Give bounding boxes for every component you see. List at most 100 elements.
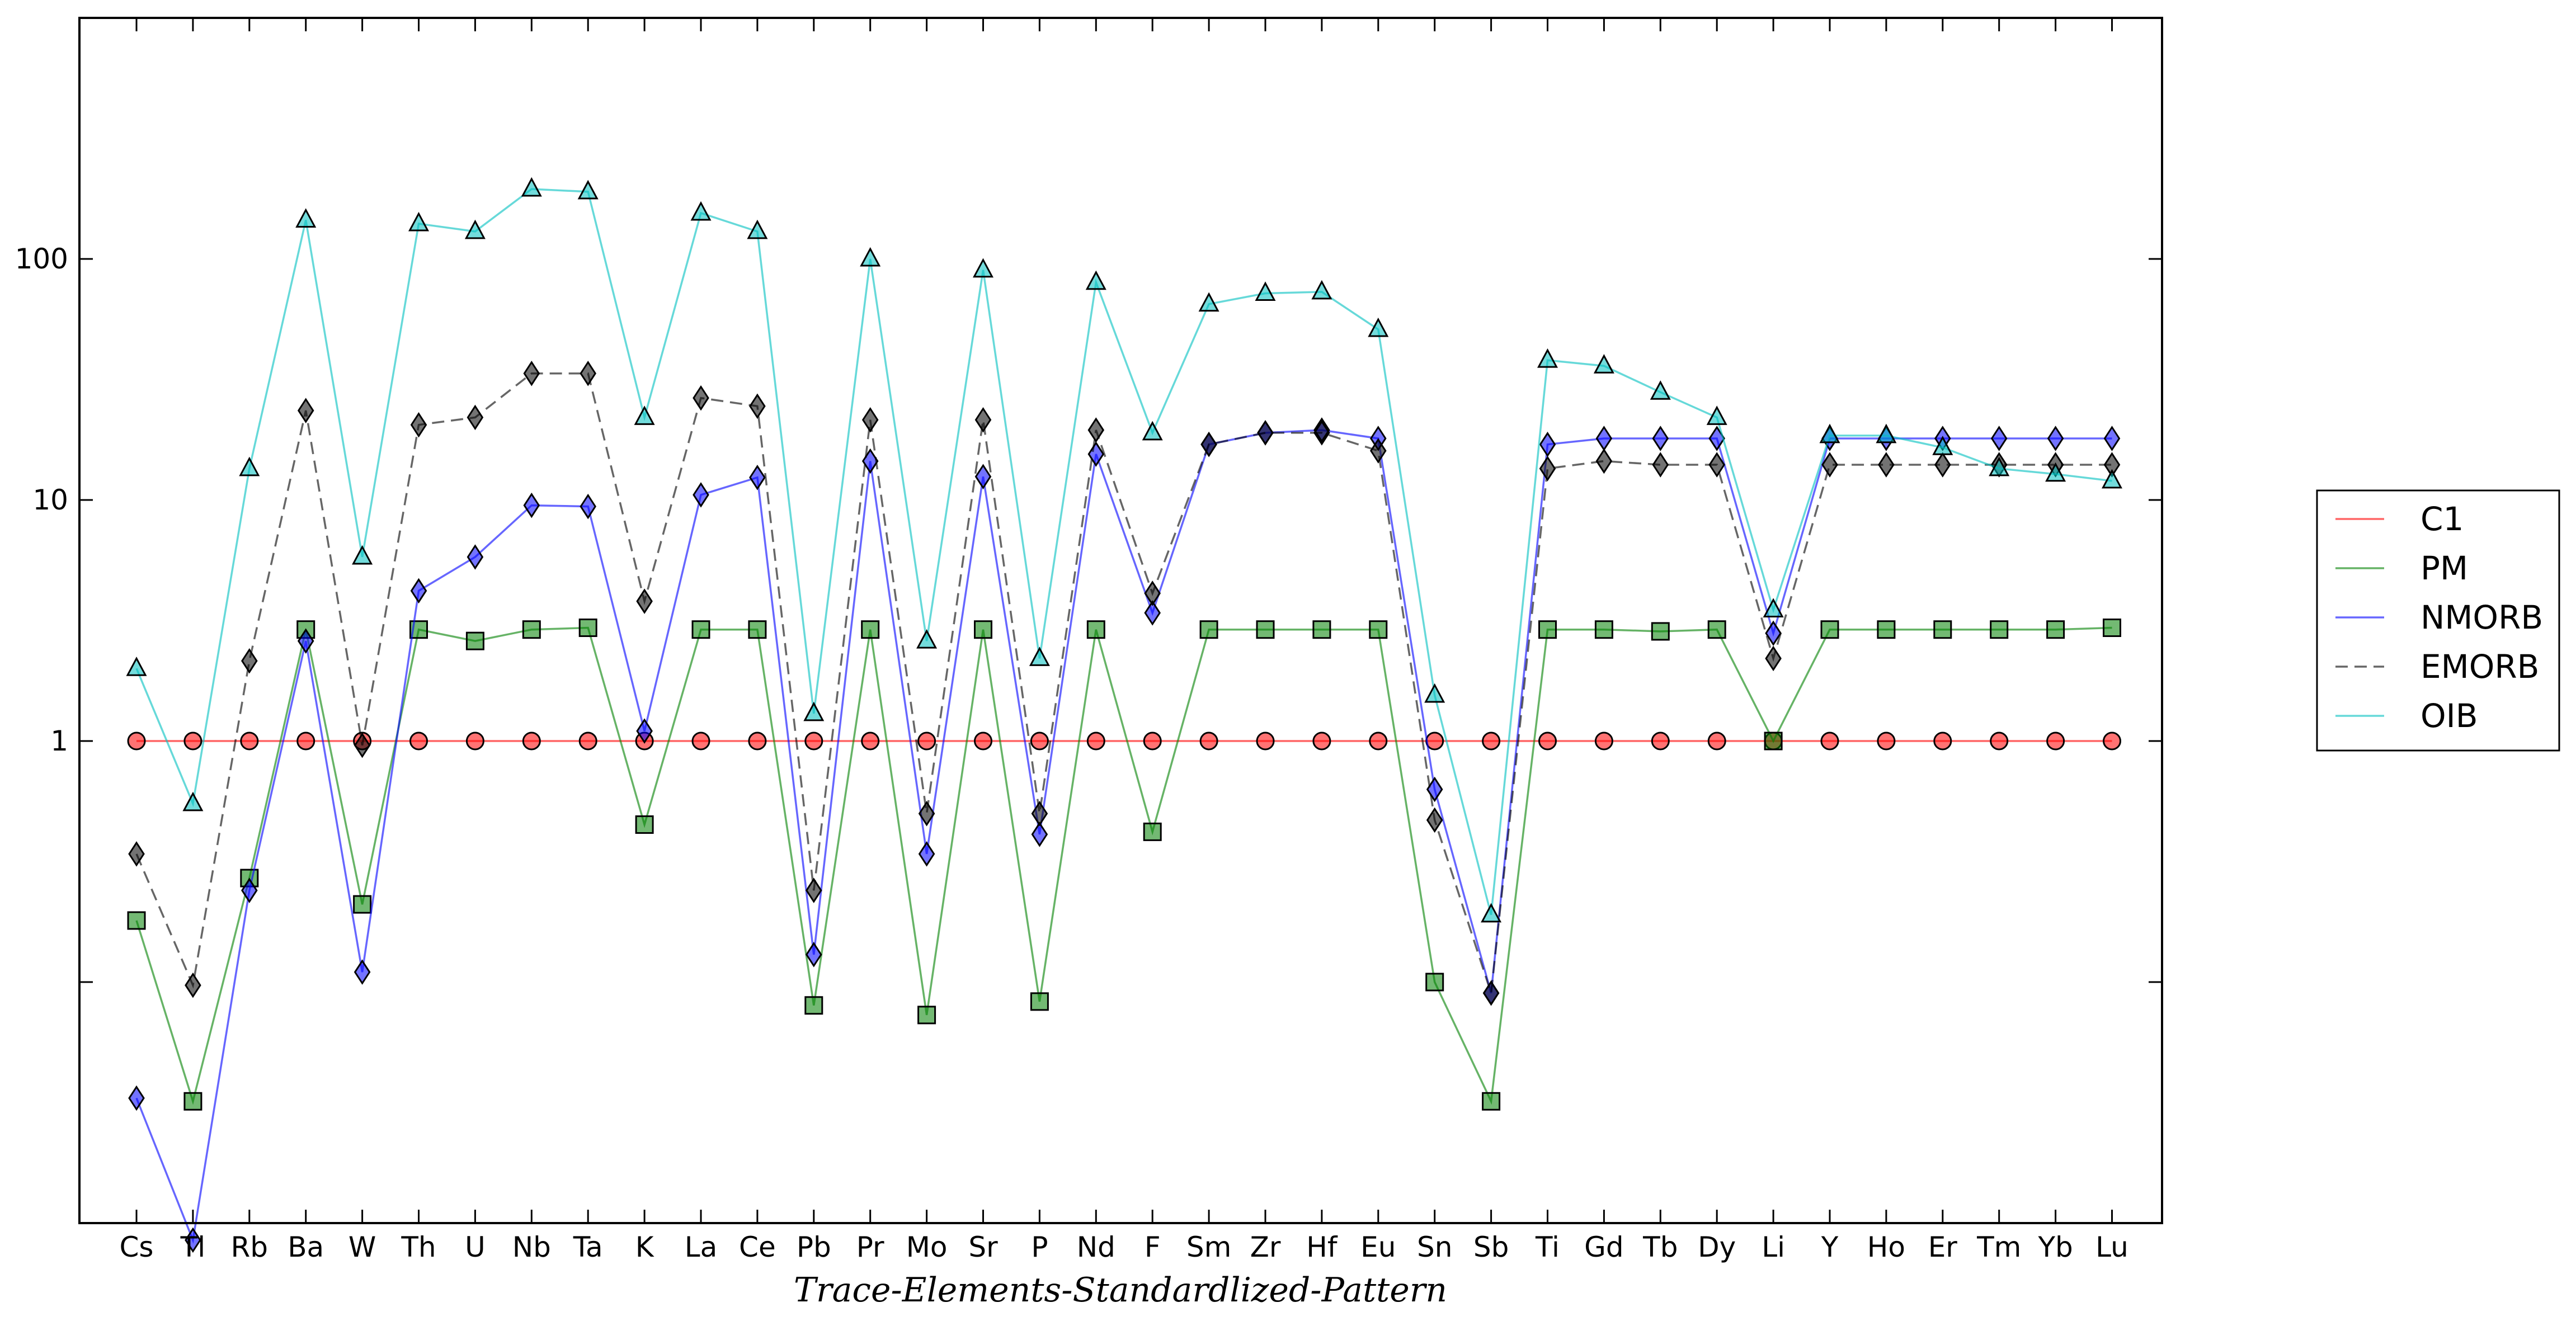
x-tick-label-tm: Tm [1976, 1231, 2021, 1263]
data-point-pm-tb [1651, 622, 1670, 641]
data-point-emorb-k [636, 588, 653, 614]
data-point-emorb-ti [1539, 456, 1556, 482]
data-point-emorb-ba [297, 398, 314, 423]
data-point-pm-pr [861, 620, 880, 639]
x-tick-label-er: Er [1928, 1231, 1958, 1263]
data-point-c1-nd [1086, 732, 1105, 751]
x-tick-label-hf: Hf [1306, 1231, 1338, 1263]
data-point-oib-p [1029, 647, 1050, 666]
data-point-c1-f [1143, 732, 1162, 751]
data-point-oib-ba [295, 208, 317, 228]
data-point-nmorb-pb [806, 942, 822, 968]
series-line-nmorb [135, 429, 2112, 1244]
data-point-pm-sn [1425, 973, 1444, 992]
data-point-c1-nb [522, 732, 541, 751]
data-point-nmorb-tm [1990, 426, 2008, 451]
data-point-oib-hf [1311, 280, 1332, 300]
data-point-emorb-sb [1482, 980, 1500, 1006]
data-point-emorb-pr [861, 407, 879, 433]
data-point-pm-p [1030, 992, 1049, 1011]
data-point-pm-sr [974, 620, 992, 639]
data-point-pm-sb [1482, 1092, 1501, 1111]
data-point-pm-tl [183, 1092, 202, 1111]
data-point-emorb-dy [1708, 452, 1725, 478]
data-point-oib-cs [126, 657, 147, 676]
data-point-emorb-f [1144, 581, 1161, 606]
data-point-pm-nb [522, 620, 541, 639]
data-point-c1-cs [127, 732, 146, 751]
data-point-oib-ho [1876, 423, 1897, 443]
data-point-oib-pr [860, 247, 881, 267]
data-point-nmorb-tb [1652, 426, 1669, 451]
x-tick-label-p: P [1031, 1231, 1048, 1263]
data-point-emorb-nb [523, 360, 540, 386]
data-point-emorb-tl [185, 972, 201, 998]
data-point-emorb-hf [1313, 420, 1330, 446]
data-point-emorb-er [1934, 452, 1951, 478]
legend-label-oib: OIB [2420, 697, 2478, 735]
data-point-pm-ta [578, 619, 597, 638]
data-point-pm-dy [1707, 620, 1726, 639]
data-point-oib-la [690, 201, 712, 221]
data-point-c1-tl [183, 732, 202, 751]
data-point-emorb-ho [1878, 452, 1895, 478]
data-point-oib-li [1763, 598, 1784, 618]
data-point-nmorb-k [636, 718, 653, 744]
series-oib [126, 177, 2122, 923]
data-point-nmorb-mo [918, 841, 935, 867]
data-point-oib-eu [1368, 317, 1389, 337]
data-point-emorb-th [410, 412, 427, 438]
data-point-pm-w [353, 895, 372, 914]
x-tick-label-la: La [685, 1231, 718, 1263]
data-point-nmorb-nb [523, 492, 540, 518]
data-point-pm-zr [1256, 620, 1275, 639]
data-point-oib-tl [182, 791, 204, 811]
data-point-oib-u [464, 219, 486, 239]
data-point-emorb-eu [1370, 438, 1387, 464]
data-point-c1-pb [804, 732, 823, 751]
data-point-emorb-zr [1257, 420, 1274, 446]
data-point-oib-zr [1255, 281, 1276, 301]
legend-label-pm: PM [2420, 549, 2468, 587]
data-point-c1-ba [296, 732, 315, 751]
y-tick-label-10: 10 [32, 484, 68, 516]
data-point-c1-mo [917, 732, 936, 751]
data-point-c1-th [409, 732, 428, 751]
data-point-emorb-sn [1426, 807, 1443, 833]
data-point-oib-sm [1198, 292, 1219, 312]
data-point-c1-yb [2046, 732, 2065, 751]
data-point-oib-th [408, 211, 429, 232]
data-point-nmorb-tl [185, 1227, 201, 1253]
data-point-c1-ti [1538, 732, 1557, 751]
x-tick-label-dy: Dy [1698, 1231, 1736, 1263]
data-point-oib-dy [1706, 405, 1727, 425]
x-tick-label-nd: Nd [1077, 1231, 1115, 1263]
data-point-emorb-ta [580, 360, 596, 386]
data-point-nmorb-gd [1595, 426, 1613, 451]
data-point-oib-pb [803, 701, 825, 721]
data-point-c1-tm [1990, 732, 2009, 751]
data-point-c1-ce [748, 732, 767, 751]
data-point-c1-gd [1594, 732, 1613, 751]
x-tick-label-rb: Rb [231, 1231, 268, 1263]
data-point-emorb-sm [1200, 431, 1217, 457]
data-point-emorb-li [1765, 645, 1782, 672]
data-point-c1-la [691, 732, 710, 751]
x-axis-label: Trace-Elements-Standardlized-Pattern [794, 1271, 1447, 1310]
x-tick-label-sb: Sb [1473, 1231, 1509, 1263]
data-point-emorb-pb [806, 877, 822, 903]
x-tick-label-ba: Ba [288, 1231, 324, 1263]
x-tick-label-cs: Cs [120, 1231, 154, 1263]
data-point-oib-rb [239, 456, 260, 476]
data-point-nmorb-p [1031, 822, 1048, 847]
data-point-oib-ce [747, 219, 768, 239]
x-tick-label-sr: Sr [968, 1231, 998, 1263]
data-point-pm-lu [2103, 619, 2121, 638]
data-point-pm-f [1143, 822, 1162, 841]
data-point-emorb-p [1031, 800, 1048, 827]
data-point-c1-p [1030, 732, 1049, 751]
x-tick-label-pb: Pb [797, 1231, 831, 1263]
data-point-pm-u [465, 631, 484, 650]
data-point-nmorb-la [693, 482, 709, 508]
